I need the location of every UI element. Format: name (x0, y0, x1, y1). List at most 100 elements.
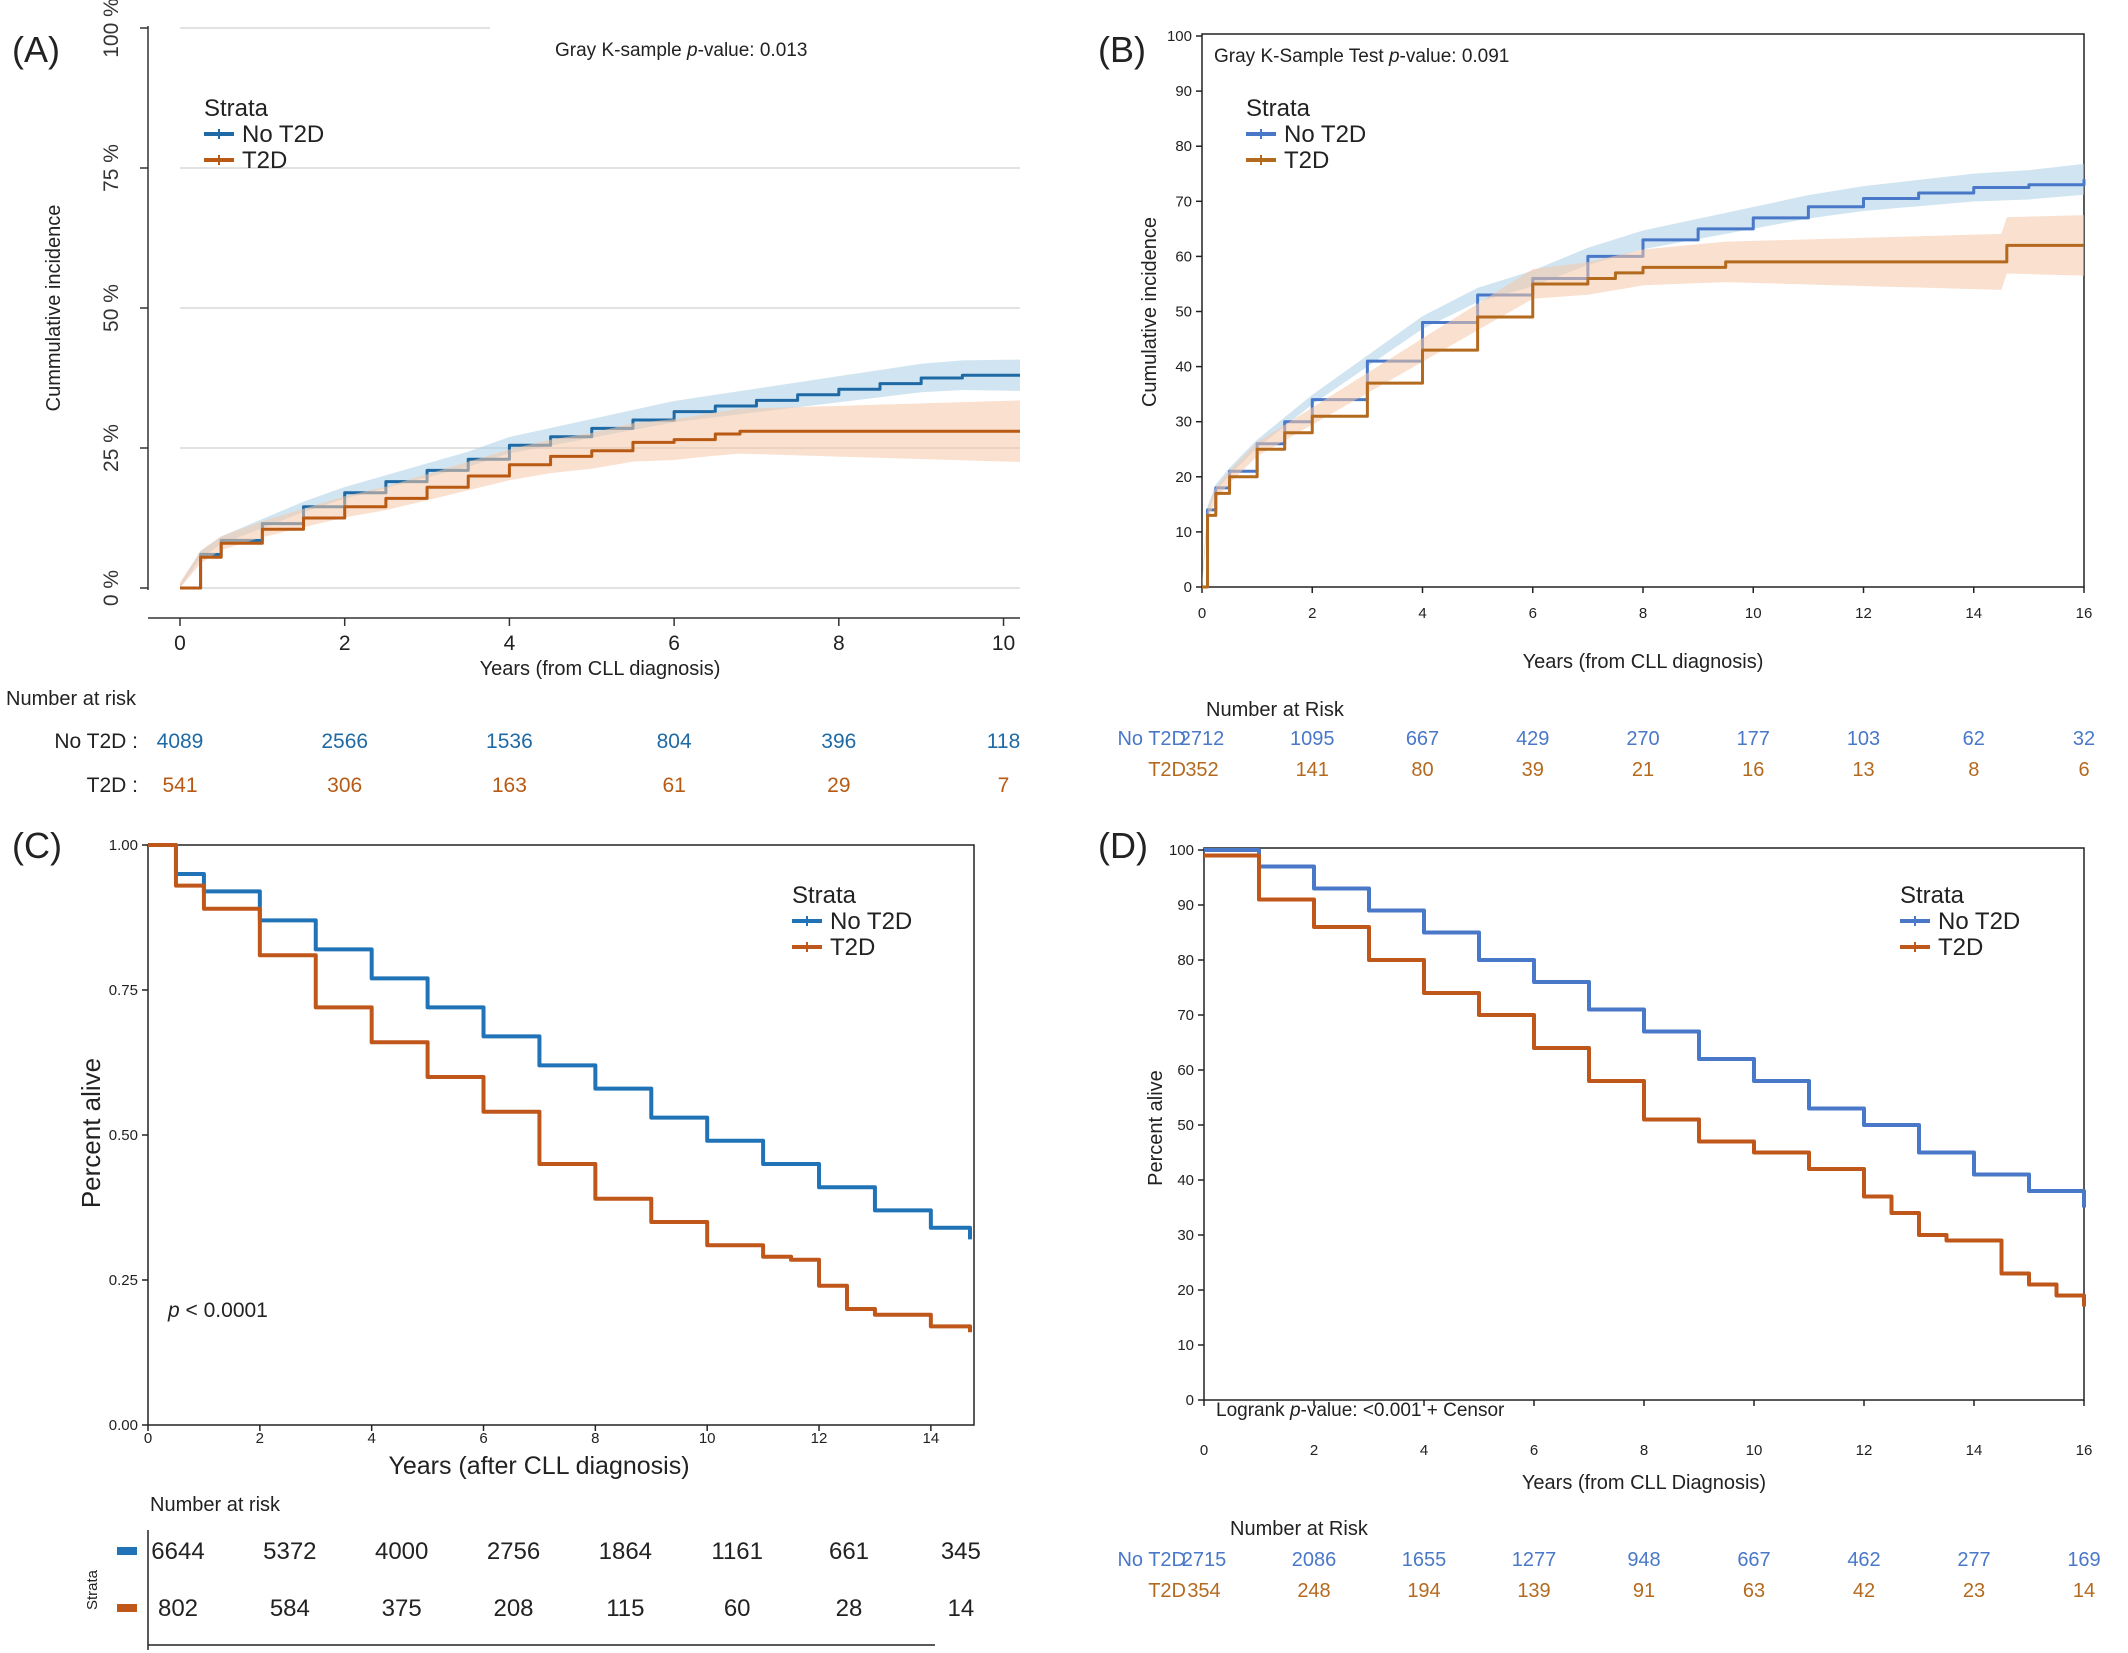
risk-value: 23 (1963, 1580, 1985, 1602)
y-tick-label: 0.75 (109, 982, 138, 999)
risk-value: 1864 (599, 1538, 652, 1565)
p-value-annotation: p < 0.0001 (167, 1299, 268, 1322)
risk-row-label: No T2D (1117, 1549, 1186, 1571)
p-value-annotation: Gray K-sample p-value: 0.013 (555, 40, 807, 61)
x-tick-label: 0 (174, 632, 186, 655)
y-axis-label: Cummulative incidence (43, 205, 65, 412)
risk-value: 429 (1516, 728, 1549, 750)
y-tick-label: 20 (1175, 469, 1192, 486)
risk-value: 21 (1632, 759, 1654, 781)
x-tick-label: 12 (1855, 605, 1872, 622)
x-tick-label: 12 (811, 1430, 828, 1447)
x-tick-label: 8 (1639, 605, 1647, 622)
x-tick-label: 0 (1200, 1442, 1208, 1459)
risk-value: 2566 (321, 730, 368, 753)
y-tick-label: 70 (1177, 1007, 1194, 1024)
risk-value: 270 (1626, 728, 1659, 750)
x-tick-label: 6 (479, 1430, 487, 1447)
y-axis-label: Percent alive (1145, 1070, 1167, 1186)
x-tick-label: 10 (1745, 605, 1762, 622)
legend-entry: T2D (830, 934, 875, 961)
y-tick-label: 100 (1169, 842, 1194, 859)
y-tick-label: 60 (1175, 248, 1192, 265)
y-tick-label: 100 % (100, 0, 123, 58)
risk-value: 141 (1296, 759, 1329, 781)
risk-value: 802 (158, 1595, 198, 1622)
ci-band-t2d (1202, 215, 2084, 587)
x-tick-label: 10 (1746, 1442, 1763, 1459)
risk-value: 115 (606, 1595, 644, 1622)
risk-value: 29 (827, 774, 850, 797)
chart-panel-2: 0.00 0.25 0.50 0.75 1.00 0 2 4 6 8 10 12 14 Percent a… (76, 837, 981, 1650)
x-tick-label: 14 (923, 1430, 940, 1447)
risk-value: 28 (836, 1595, 863, 1622)
risk-value: 2712 (1180, 728, 1225, 750)
x-axis-label: Years (from CLL Diagnosis) (1522, 1472, 1766, 1494)
risk-value: 80 (1411, 759, 1433, 781)
y-tick-label: 40 (1177, 1172, 1194, 1189)
y-tick-label: 0.00 (109, 1417, 138, 1434)
risk-value: 1277 (1512, 1549, 1557, 1571)
legend-title: Strata (204, 95, 269, 122)
series-line-t2d (180, 429, 1020, 590)
risk-value: 42 (1853, 1580, 1875, 1602)
risk-value: 139 (1517, 1580, 1550, 1602)
legend-entry: T2D (1284, 147, 1329, 174)
risk-value: 194 (1407, 1580, 1440, 1602)
ci-band-no-t2d (1202, 163, 2084, 587)
risk-value: 1536 (486, 730, 533, 753)
panel-label-d: (D) (1098, 825, 1148, 866)
x-axis-label: Years (from CLL diagnosis) (480, 658, 721, 680)
y-tick-label: 60 (1177, 1062, 1194, 1079)
series-line-t2d (148, 843, 972, 1333)
risk-row-swatch (117, 1604, 137, 1612)
y-tick-label: 40 (1175, 359, 1192, 376)
legend-title: Strata (1900, 882, 1965, 909)
y-tick-label: 70 (1175, 193, 1192, 210)
legend-entry: T2D (242, 147, 287, 174)
risk-table-title: Number at Risk (1230, 1518, 1369, 1540)
x-tick-label: 6 (1529, 605, 1537, 622)
risk-value: 14 (948, 1595, 975, 1622)
series-line-no-t2d (1204, 848, 2086, 1208)
y-tick-label: 0.25 (109, 1272, 138, 1289)
risk-value: 1095 (1290, 728, 1335, 750)
x-tick-label: 10 (992, 632, 1015, 655)
risk-value: 352 (1185, 759, 1218, 781)
risk-value: 6644 (151, 1538, 204, 1565)
risk-value: 667 (1737, 1549, 1770, 1571)
y-tick-label: 90 (1175, 83, 1192, 100)
x-tick-label: 10 (699, 1430, 716, 1447)
risk-value: 177 (1737, 728, 1770, 750)
y-tick-label: 10 (1177, 1337, 1194, 1354)
risk-value: 32 (2073, 728, 2095, 750)
y-tick-label: 25 % (100, 424, 123, 472)
risk-value: 39 (1522, 759, 1544, 781)
panel-label-b: (B) (1098, 29, 1146, 70)
x-tick-label: 2 (339, 632, 351, 655)
x-tick-label: 16 (2076, 605, 2093, 622)
chart-panel-0: 0 % 25 % 50 % 75 % 100 % 0 2 4 6 8 10 Cummulative i… (6, 0, 1020, 797)
y-tick-label: 1.00 (109, 837, 138, 854)
risk-row-label: T2D (1148, 1580, 1186, 1602)
risk-value: 584 (270, 1595, 310, 1622)
risk-row-label: T2D (1148, 759, 1186, 781)
p-value-annotation: Gray K-Sample Test p-value: 0.091 (1214, 46, 1509, 67)
x-tick-label: 0 (144, 1430, 152, 1447)
risk-value: 103 (1847, 728, 1880, 750)
x-tick-label: 2 (1308, 605, 1316, 622)
p-value-annotation: Logrank p-value: <0.001 + Censor (1216, 1400, 1505, 1421)
risk-value: 6 (2078, 759, 2089, 781)
ci-band-t2d (180, 400, 1020, 588)
risk-value: 306 (327, 774, 362, 797)
risk-value: 61 (662, 774, 685, 797)
risk-value: 63 (1743, 1580, 1765, 1602)
y-tick-label: 75 % (100, 144, 123, 192)
risk-value: 667 (1406, 728, 1439, 750)
x-tick-label: 4 (1420, 1442, 1428, 1459)
risk-value: 2715 (1182, 1549, 1227, 1571)
risk-value: 4000 (375, 1538, 428, 1565)
legend-title: Strata (792, 882, 857, 909)
risk-value: 13 (1852, 759, 1874, 781)
